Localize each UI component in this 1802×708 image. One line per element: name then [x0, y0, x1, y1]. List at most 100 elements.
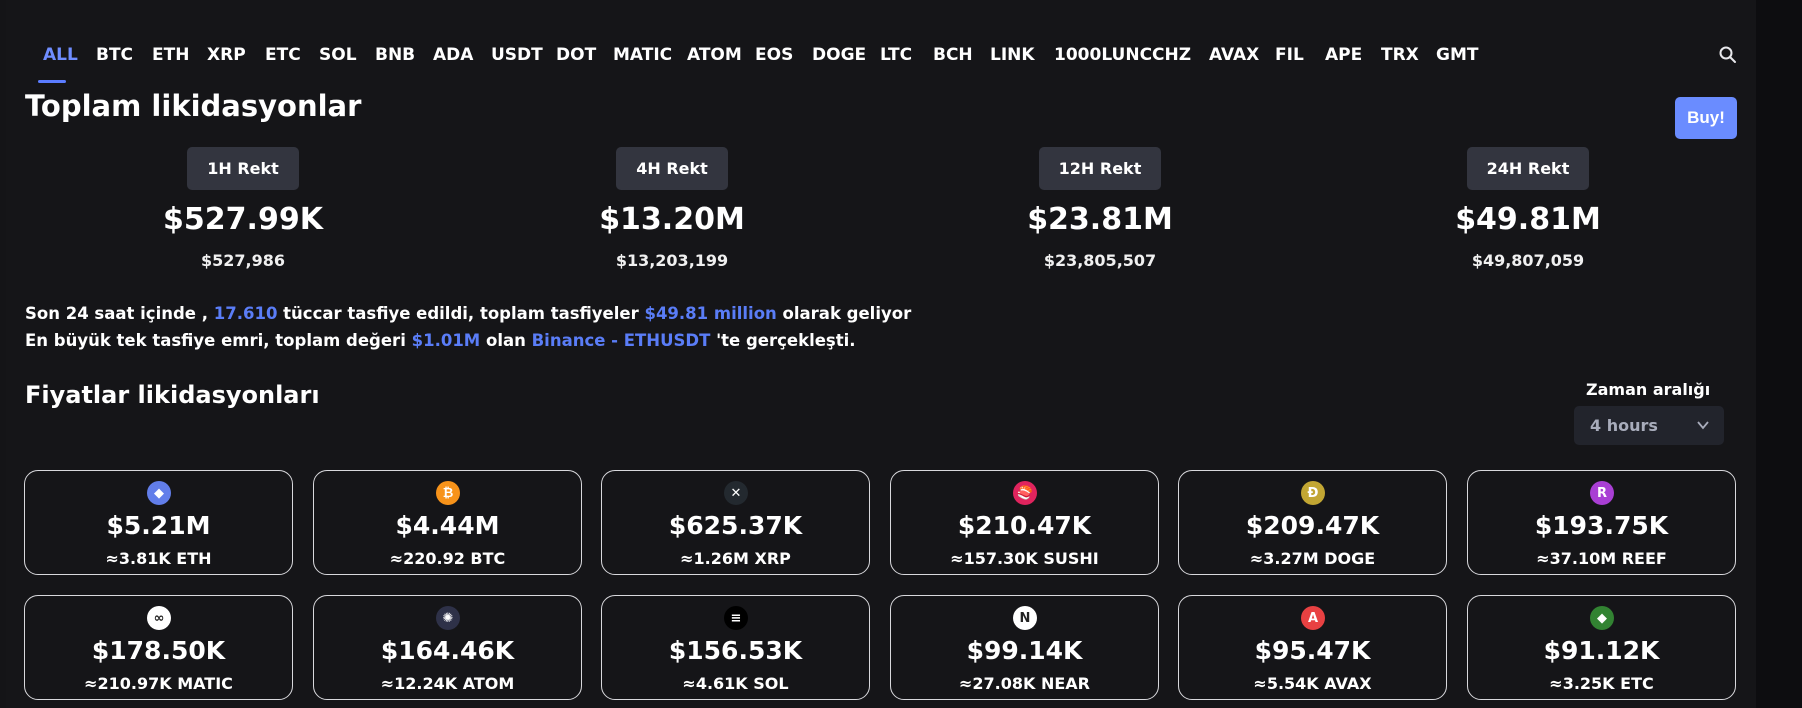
- buy-button[interactable]: Buy!: [1675, 97, 1737, 139]
- coin-card[interactable]: Ð $209.47K ≈3.27M DOGE: [1178, 470, 1447, 575]
- summary-text: tüccar tasfiye edildi, toplam tasfiyeler: [283, 304, 639, 323]
- coin-card[interactable]: ◆ $91.12K ≈3.25K ETC: [1467, 595, 1736, 700]
- tab-all[interactable]: ALL: [43, 45, 78, 65]
- dogecoin-icon: Ð: [1301, 481, 1325, 505]
- tab-dot[interactable]: DOT: [556, 45, 597, 65]
- coin-card[interactable]: ✺ $164.46K ≈12.24K ATOM: [313, 595, 582, 700]
- coin-liquidation-amount: ≈4.61K SOL: [682, 674, 789, 693]
- coin-card[interactable]: ✕ $625.37K ≈1.26M XRP: [601, 470, 870, 575]
- tab-ada[interactable]: ADA: [433, 45, 474, 65]
- tab-xrp[interactable]: XRP: [207, 45, 246, 65]
- search-icon[interactable]: [1718, 45, 1738, 65]
- rekt-period-badge: 24H Rekt: [1466, 147, 1590, 190]
- coin-liquidation-value: $625.37K: [668, 511, 803, 540]
- tab-btc[interactable]: BTC: [96, 45, 134, 65]
- summary-text: olarak geliyor: [782, 304, 912, 323]
- near-icon: N: [1013, 606, 1037, 630]
- coin-liquidation-value: $95.47K: [1254, 636, 1371, 665]
- tab-trx[interactable]: TRX: [1381, 45, 1419, 65]
- polygon-icon: ∞: [147, 606, 171, 630]
- rekt-period-badge: 12H Rekt: [1038, 147, 1162, 190]
- tab-bch[interactable]: BCH: [933, 45, 973, 65]
- tab-doge[interactable]: DOGE: [812, 45, 867, 65]
- window-edge: [1756, 0, 1802, 708]
- time-range-select[interactable]: 4 hours: [1574, 406, 1724, 445]
- rekt-exact-value: $23,805,507: [1043, 251, 1157, 270]
- tab-ape[interactable]: APE: [1325, 45, 1363, 65]
- coin-card[interactable]: ≡ $156.53K ≈4.61K SOL: [601, 595, 870, 700]
- rekt-exact-value: $527,986: [200, 251, 285, 270]
- tab-usdt[interactable]: USDT: [491, 45, 543, 65]
- coin-liquidation-value: $5.21M: [106, 511, 211, 540]
- rekt-period-badge: 4H Rekt: [616, 147, 728, 190]
- xrp-icon: ✕: [724, 481, 748, 505]
- coin-liquidation-amount: ≈210.97K MATIC: [84, 674, 233, 693]
- rekt-block: 24H Rekt $49.81M $49,807,059: [1403, 147, 1653, 270]
- tab-etc[interactable]: ETC: [265, 45, 301, 65]
- largest-order-market-link[interactable]: Binance - ETHUSDT: [531, 331, 711, 350]
- tab-atom[interactable]: ATOM: [687, 45, 742, 65]
- coin-card[interactable]: 🍣 $210.47K ≈157.30K SUSHI: [890, 470, 1159, 575]
- summary-text: Son 24 saat içinde ,: [25, 304, 208, 323]
- coin-card[interactable]: ∞ $178.50K ≈210.97K MATIC: [24, 595, 293, 700]
- rekt-block: 4H Rekt $13.20M $13,203,199: [547, 147, 797, 270]
- coin-liquidation-amount: ≈3.81K ETH: [105, 549, 212, 568]
- rekt-exact-value: $13,203,199: [615, 251, 729, 270]
- coin-liquidation-amount: ≈157.30K SUSHI: [950, 549, 1099, 568]
- rekt-value: $13.20M: [599, 202, 745, 237]
- summary-line-1: Son 24 saat içinde , 17.610 tüccar tasfi…: [25, 300, 911, 327]
- coin-liquidation-amount: ≈220.92 BTC: [389, 549, 506, 568]
- rekt-value: $49.81M: [1455, 202, 1601, 237]
- tab-matic[interactable]: MATIC: [613, 45, 673, 65]
- liquidation-summary: Son 24 saat içinde , 17.610 tüccar tasfi…: [25, 300, 911, 354]
- summary-text: En büyük tek tasfiye emri, toplam değeri: [25, 331, 406, 350]
- tab-1000lunc[interactable]: 1000LUNC: [1054, 45, 1153, 65]
- coin-card[interactable]: ₿ $4.44M ≈220.92 BTC: [313, 470, 582, 575]
- liquidation-page: [6, 0, 1756, 708]
- tab-sol[interactable]: SOL: [319, 45, 357, 65]
- ethereum-icon: ◆: [147, 481, 171, 505]
- coin-card[interactable]: N $99.14K ≈27.08K NEAR: [890, 595, 1159, 700]
- largest-order-amount: $1.01M: [411, 331, 481, 350]
- tab-fil[interactable]: FIL: [1275, 45, 1304, 65]
- coin-liquidation-value: $209.47K: [1245, 511, 1380, 540]
- bitcoin-icon: ₿: [436, 481, 460, 505]
- summary-text: olan: [485, 331, 526, 350]
- tab-gmt[interactable]: GMT: [1436, 45, 1479, 65]
- coin-liquidation-value: $156.53K: [668, 636, 803, 665]
- total-liquidations-amount: $49.81 million: [644, 304, 777, 323]
- coin-card[interactable]: ◆ $5.21M ≈3.81K ETH: [24, 470, 293, 575]
- rekt-exact-value: $49,807,059: [1471, 251, 1585, 270]
- coin-liquidation-value: $99.14K: [966, 636, 1083, 665]
- coin-liquidation-amount: ≈1.26M XRP: [680, 549, 791, 568]
- coin-liquidation-amount: ≈3.25K ETC: [1549, 674, 1654, 693]
- price-liquidations-title: Fiyatlar likidasyonları: [25, 381, 320, 409]
- tab-eos[interactable]: EOS: [755, 45, 794, 65]
- avalanche-icon: A: [1301, 606, 1325, 630]
- trader-count: 17.610: [213, 304, 278, 323]
- tab-bnb[interactable]: BNB: [375, 45, 416, 65]
- tab-link[interactable]: LINK: [990, 45, 1035, 65]
- coin-liquidation-amount: ≈37.10M REEF: [1536, 549, 1667, 568]
- coin-liquidation-amount: ≈12.24K ATOM: [380, 674, 515, 693]
- cosmos-icon: ✺: [436, 606, 460, 630]
- tab-eth[interactable]: ETH: [152, 45, 190, 65]
- coin-liquidation-amount: ≈3.27M DOGE: [1249, 549, 1376, 568]
- summary-text: 'te gerçekleşti.: [716, 331, 856, 350]
- tab-chz[interactable]: CHZ: [1152, 45, 1192, 65]
- rekt-block: 1H Rekt $527.99K $527,986: [118, 147, 368, 270]
- coin-card[interactable]: R $193.75K ≈37.10M REEF: [1467, 470, 1736, 575]
- coin-liquidation-amount: ≈27.08K NEAR: [958, 674, 1090, 693]
- rekt-value: $23.81M: [1027, 202, 1173, 237]
- coin-liquidation-value: $193.75K: [1534, 511, 1669, 540]
- coin-card[interactable]: A $95.47K ≈5.54K AVAX: [1178, 595, 1447, 700]
- tab-ltc[interactable]: LTC: [880, 45, 913, 65]
- coin-liquidation-value: $210.47K: [957, 511, 1092, 540]
- summary-line-2: En büyük tek tasfiye emri, toplam değeri…: [25, 327, 911, 354]
- reef-icon: R: [1590, 481, 1614, 505]
- chevron-down-icon: [1697, 421, 1709, 430]
- coin-liquidation-value: $91.12K: [1543, 636, 1660, 665]
- rekt-period-badge: 1H Rekt: [187, 147, 299, 190]
- coin-liquidation-value: $4.44M: [395, 511, 500, 540]
- tab-avax[interactable]: AVAX: [1209, 45, 1260, 65]
